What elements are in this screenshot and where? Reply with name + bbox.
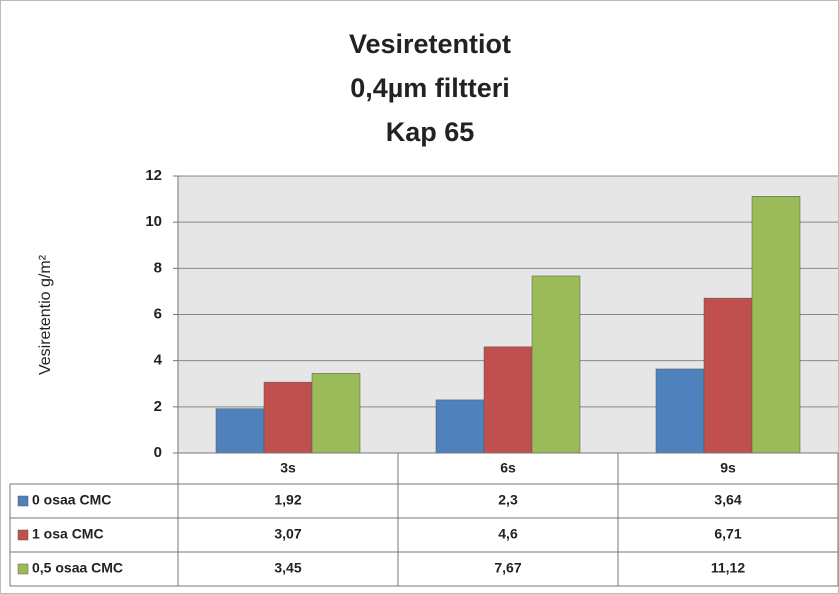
x-tick-label: 3s: [280, 460, 296, 476]
bar: [751, 196, 801, 454]
legend-key: [17, 495, 29, 507]
y-axis-label: Vesiretentio g/m²: [37, 254, 54, 375]
chart-title: Vesiretentiot: [349, 29, 511, 59]
table-cell: 1,92: [274, 492, 301, 508]
bar: [311, 373, 361, 454]
legend-key: [17, 529, 29, 541]
table-cell: 11,12: [711, 560, 745, 576]
bar: [483, 346, 533, 454]
x-tick-label: 9s: [720, 460, 736, 476]
bar: [263, 381, 313, 454]
bar: [655, 368, 705, 454]
chart-title: 0,4µm filtteri: [350, 73, 510, 103]
table-cell: 6,71: [714, 526, 741, 542]
bar: [531, 275, 581, 454]
bar: [435, 399, 485, 454]
y-tick-label: 6: [154, 305, 162, 322]
y-tick-label: 12: [145, 167, 162, 184]
bar: [703, 297, 753, 454]
x-tick-label: 6s: [500, 460, 516, 476]
legend-label: 1 osa CMC: [32, 526, 104, 542]
bar: [215, 408, 265, 454]
chart-title: Kap 65: [386, 117, 475, 147]
table-cell: 3,07: [274, 526, 301, 542]
legend-key: [17, 563, 29, 575]
table-cell: 3,64: [714, 492, 741, 508]
table-cell: 7,67: [494, 560, 521, 576]
table-cell: 2,3: [498, 492, 518, 508]
y-tick-label: 0: [154, 444, 162, 461]
y-tick-label: 8: [154, 259, 162, 276]
y-tick-label: 10: [145, 213, 162, 230]
y-tick-label: 4: [154, 352, 163, 369]
table-cell: 3,45: [274, 560, 301, 576]
legend-label: 0,5 osaa CMC: [32, 560, 123, 576]
legend-label: 0 osaa CMC: [32, 492, 111, 508]
table-cell: 4,6: [498, 526, 518, 542]
y-tick-label: 2: [154, 398, 162, 415]
